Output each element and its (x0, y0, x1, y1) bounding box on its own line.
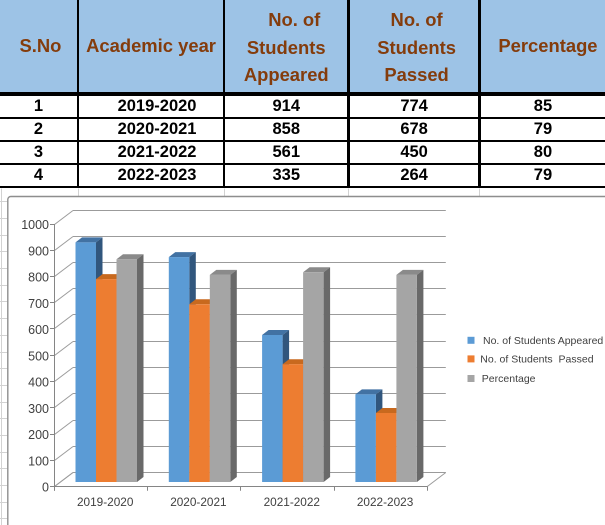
svg-text:800: 800 (28, 271, 49, 285)
svg-text:200: 200 (28, 428, 49, 442)
svg-text:2021-2022: 2021-2022 (264, 495, 320, 509)
svg-text:Percentage: Percentage (482, 373, 536, 385)
svg-text:No. of Students Appeared: No. of Students Appeared (483, 335, 603, 347)
svg-text:No. of Students Passed: No. of Students Passed (480, 354, 593, 366)
svg-text:500: 500 (28, 349, 49, 363)
svg-text:2022-2023: 2022-2023 (357, 495, 414, 509)
svg-text:1000: 1000 (21, 218, 49, 232)
svg-text:2020-2021: 2020-2021 (170, 495, 226, 509)
svg-text:900: 900 (28, 244, 49, 258)
svg-text:300: 300 (28, 402, 49, 416)
svg-text:600: 600 (28, 323, 49, 337)
svg-text:100: 100 (28, 454, 49, 468)
svg-text:2019-2020: 2019-2020 (77, 495, 134, 509)
svg-text:700: 700 (28, 297, 49, 311)
svg-text:0: 0 (42, 481, 49, 495)
svg-text:400: 400 (28, 376, 49, 390)
